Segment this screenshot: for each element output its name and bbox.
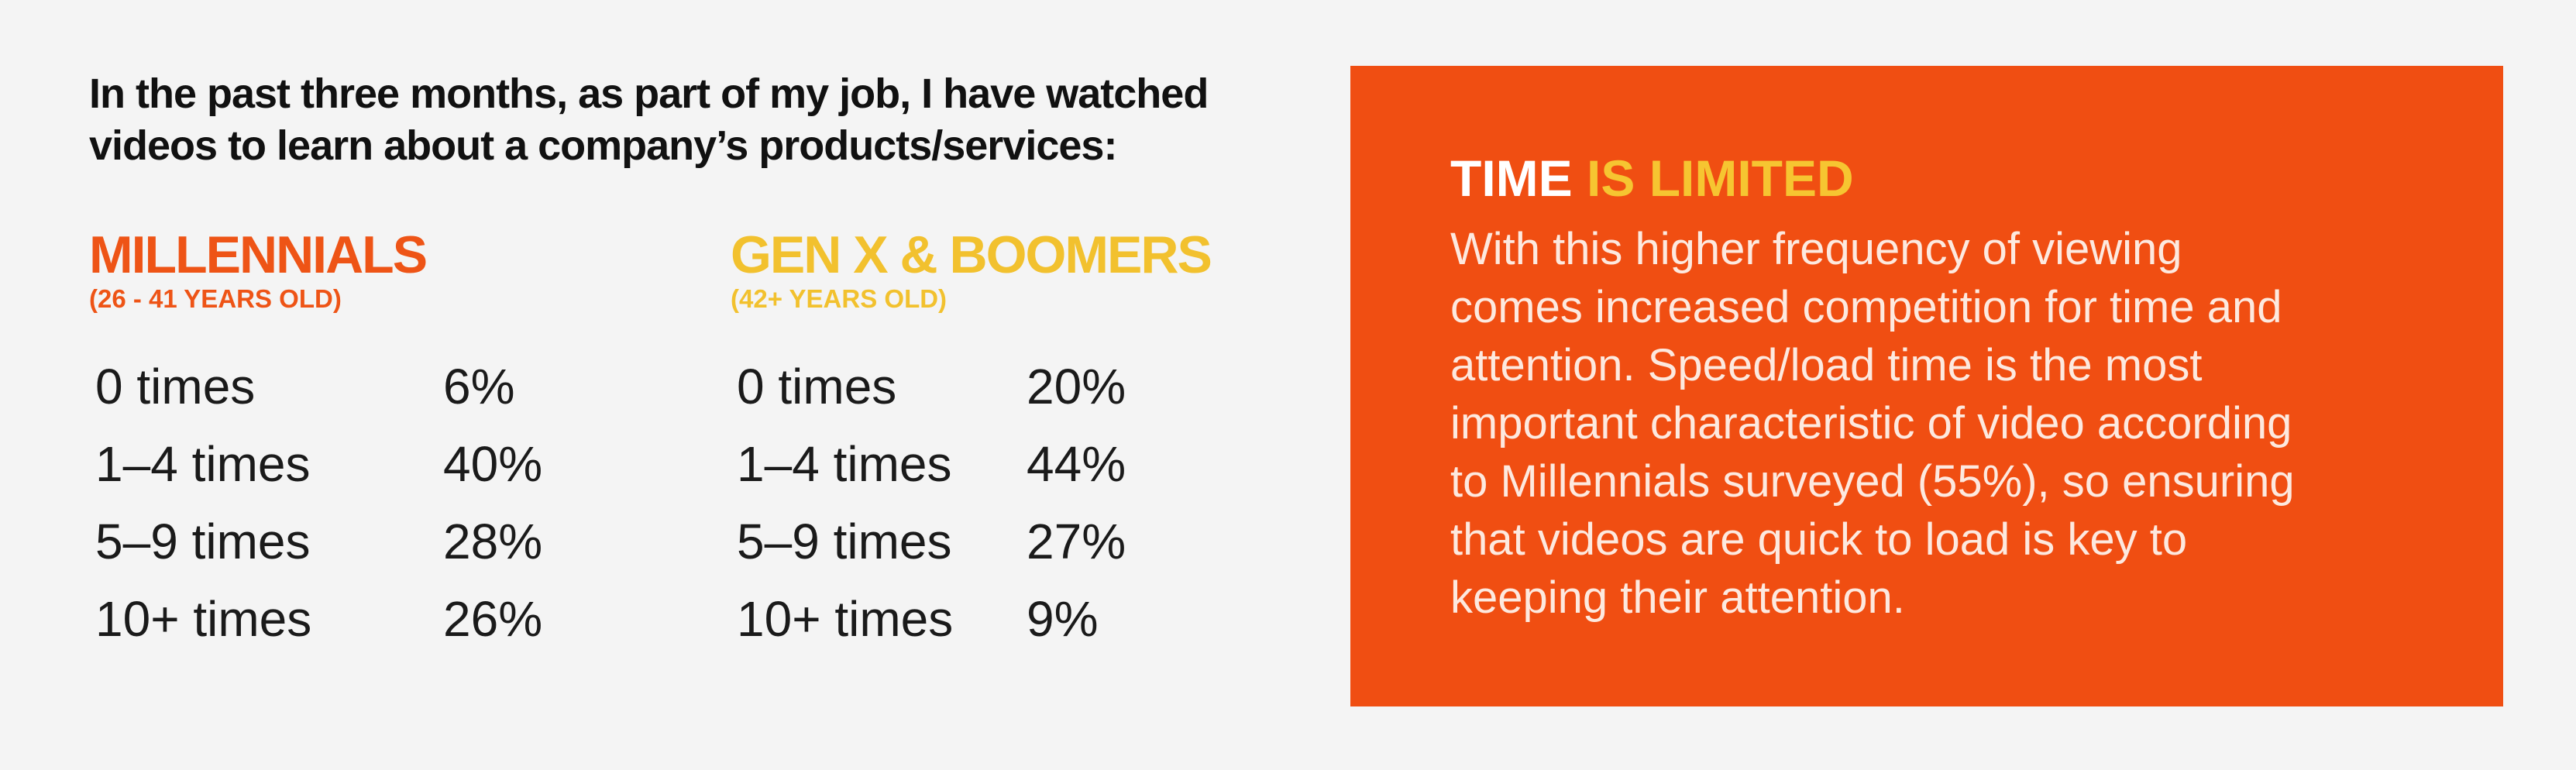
row-label: 1–4 times bbox=[95, 436, 311, 492]
row-label: 5–9 times bbox=[95, 514, 311, 569]
question-line: videos to learn about a company’s produc… bbox=[89, 122, 1117, 169]
body-line: With this higher frequency of viewing bbox=[1450, 224, 2182, 274]
row-value: 9% bbox=[1027, 591, 1099, 647]
group-title: GEN X & BOOMERS bbox=[731, 225, 1212, 284]
body-line: keeping their attention. bbox=[1450, 572, 1905, 623]
body-line: attention. Speed/load time is the most bbox=[1450, 340, 2203, 390]
callout-title: TIME IS LIMITED bbox=[1450, 149, 1854, 208]
group-title: MILLENNIALS bbox=[89, 225, 428, 284]
row-value: 27% bbox=[1027, 514, 1126, 569]
group-subtitle: (26 - 41 YEARS OLD) bbox=[89, 284, 342, 313]
group-subtitle: (42+ YEARS OLD) bbox=[731, 284, 948, 313]
row-value: 28% bbox=[443, 514, 543, 569]
row-value: 44% bbox=[1027, 436, 1126, 492]
row-value: 26% bbox=[443, 591, 543, 647]
row-label: 10+ times bbox=[737, 591, 954, 647]
body-line: that videos are quick to load is key to bbox=[1450, 514, 2188, 565]
row-value: 20% bbox=[1027, 359, 1126, 414]
row-label: 5–9 times bbox=[737, 514, 952, 569]
row-label: 10+ times bbox=[95, 591, 312, 647]
row-value: 6% bbox=[443, 359, 515, 414]
row-label: 0 times bbox=[737, 359, 897, 414]
row-value: 40% bbox=[443, 436, 543, 492]
row-label: 1–4 times bbox=[737, 436, 952, 492]
callout-box bbox=[1350, 66, 2503, 706]
title-accent: IS LIMITED bbox=[1587, 150, 1854, 207]
callout-body: With this higher frequency of viewing com… bbox=[1450, 220, 2295, 627]
question: In the past three months, as part of my … bbox=[89, 68, 1209, 172]
title-lead: TIME bbox=[1450, 150, 1573, 207]
body-line: to Millennials surveyed (55%), so ensuri… bbox=[1450, 456, 2295, 507]
body-line: comes increased competition for time and bbox=[1450, 282, 2282, 332]
row-label: 0 times bbox=[95, 359, 256, 414]
question-line: In the past three months, as part of my … bbox=[89, 70, 1209, 117]
body-line: important characteristic of video accord… bbox=[1450, 398, 2292, 449]
